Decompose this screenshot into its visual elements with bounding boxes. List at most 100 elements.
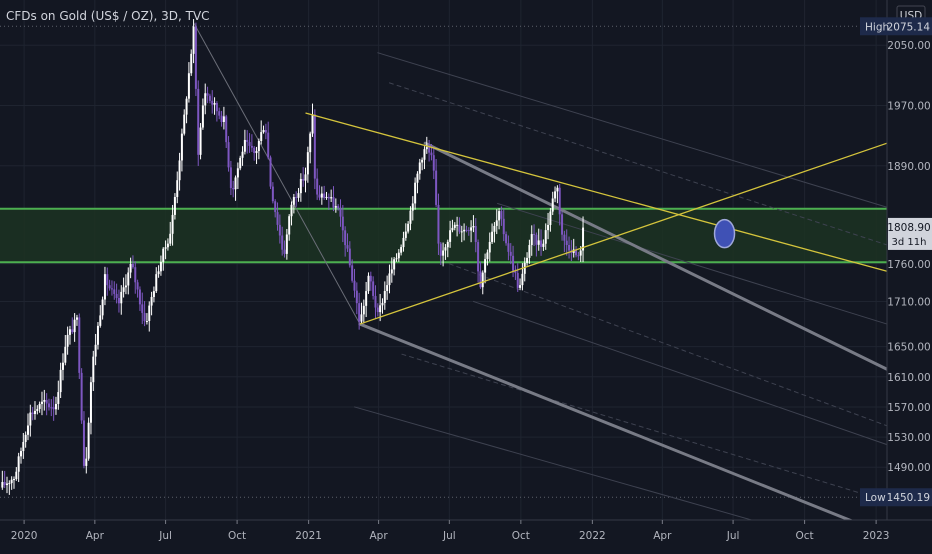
candle-body <box>192 26 195 54</box>
time-tick-label: Jul <box>726 530 740 542</box>
high-label-box <box>860 17 932 36</box>
candle-body <box>575 249 578 256</box>
candle-body <box>61 362 64 370</box>
candle-body <box>236 168 239 178</box>
bar-countdown: 3d 11h <box>892 237 927 248</box>
candle-body <box>295 197 298 199</box>
price-tick-label: 2050.00 <box>887 40 930 52</box>
candle-body <box>199 127 202 155</box>
candle-body <box>59 369 62 393</box>
candle-body <box>561 214 564 235</box>
candle-body <box>22 441 25 452</box>
candle-body <box>374 295 377 308</box>
candle-body <box>78 317 81 373</box>
candle-body <box>159 261 162 272</box>
candle-body <box>411 203 414 211</box>
candle-body <box>136 282 139 290</box>
candle-body <box>418 162 421 174</box>
pitchfork-channel[interactable] <box>193 22 889 537</box>
candle-body <box>152 291 155 297</box>
candle-body <box>488 241 491 253</box>
price-tick-label: 1760.00 <box>887 259 930 271</box>
channel-median-line[interactable] <box>193 22 361 325</box>
candle-body <box>145 320 148 322</box>
candle-body <box>52 407 55 410</box>
candle-body <box>337 206 340 209</box>
candle-body <box>470 227 473 231</box>
candle-body <box>129 263 132 273</box>
trendline[interactable] <box>305 112 888 272</box>
candle-body <box>379 305 382 313</box>
candle-body <box>246 139 249 142</box>
candle-body <box>309 133 312 153</box>
candle-body <box>229 167 232 189</box>
candle-body <box>304 174 307 181</box>
candle-body <box>551 198 554 212</box>
candle-body <box>397 252 400 259</box>
candle-body <box>131 263 134 268</box>
candle-body <box>29 412 32 426</box>
candle-body <box>141 304 144 313</box>
high-label-text: High <box>865 21 889 33</box>
candle-body <box>458 224 461 232</box>
candle-body <box>75 317 78 320</box>
candle-body <box>290 204 293 217</box>
time-tick-label: Apr <box>653 530 672 542</box>
trendline[interactable] <box>359 142 888 325</box>
candle-body <box>439 243 442 256</box>
candle-body <box>204 93 207 106</box>
candle-body <box>493 225 496 232</box>
candle-body <box>274 201 277 213</box>
candle-body <box>516 273 519 288</box>
candle-body <box>99 315 102 326</box>
candle-body <box>183 114 186 134</box>
candle-body <box>502 218 505 235</box>
candle-body <box>87 422 90 459</box>
candle-body <box>316 178 319 195</box>
channel-line[interactable] <box>358 322 889 537</box>
time-tick-label: 2023 <box>863 530 890 542</box>
candle-body <box>341 216 344 231</box>
candle-body <box>521 273 524 286</box>
candle-body <box>376 307 379 313</box>
candle-body <box>213 102 216 105</box>
candle-body <box>344 230 347 246</box>
candle-body <box>323 193 326 198</box>
target-marker[interactable] <box>713 218 736 249</box>
candle-body <box>437 204 440 244</box>
candle-body <box>12 479 15 481</box>
candle-body <box>288 216 291 235</box>
time-tick-label: Oct <box>796 530 814 542</box>
candle-body <box>533 234 536 236</box>
candle-body <box>17 456 20 472</box>
channel-faint-line <box>377 52 888 208</box>
candle-body <box>285 234 288 254</box>
channel-line[interactable] <box>423 141 889 371</box>
candle-body <box>255 151 258 154</box>
candle-body <box>491 231 494 242</box>
candle-body <box>24 434 27 442</box>
candle-body <box>278 224 281 236</box>
candle-body <box>178 160 181 181</box>
candle-body <box>89 382 92 423</box>
time-tick-label: Apr <box>370 530 389 542</box>
candle-body <box>535 234 538 245</box>
candle-body <box>460 231 463 233</box>
candle-body <box>176 180 179 198</box>
candle-body <box>173 197 176 215</box>
target-ellipse[interactable] <box>713 218 736 249</box>
candle-body <box>271 186 274 202</box>
candle-body <box>526 257 529 263</box>
candle-body <box>395 258 398 260</box>
chart-title: CFDs on Gold (US$ / OZ), 3D, TVC <box>6 9 210 23</box>
candle-body <box>232 188 235 190</box>
candle-body <box>449 230 452 242</box>
candle-body <box>143 312 146 322</box>
candle-body <box>372 281 375 296</box>
trendlines[interactable] <box>305 112 888 325</box>
candle-body <box>472 226 475 228</box>
candle-body <box>425 147 428 150</box>
candle-body <box>407 223 410 232</box>
